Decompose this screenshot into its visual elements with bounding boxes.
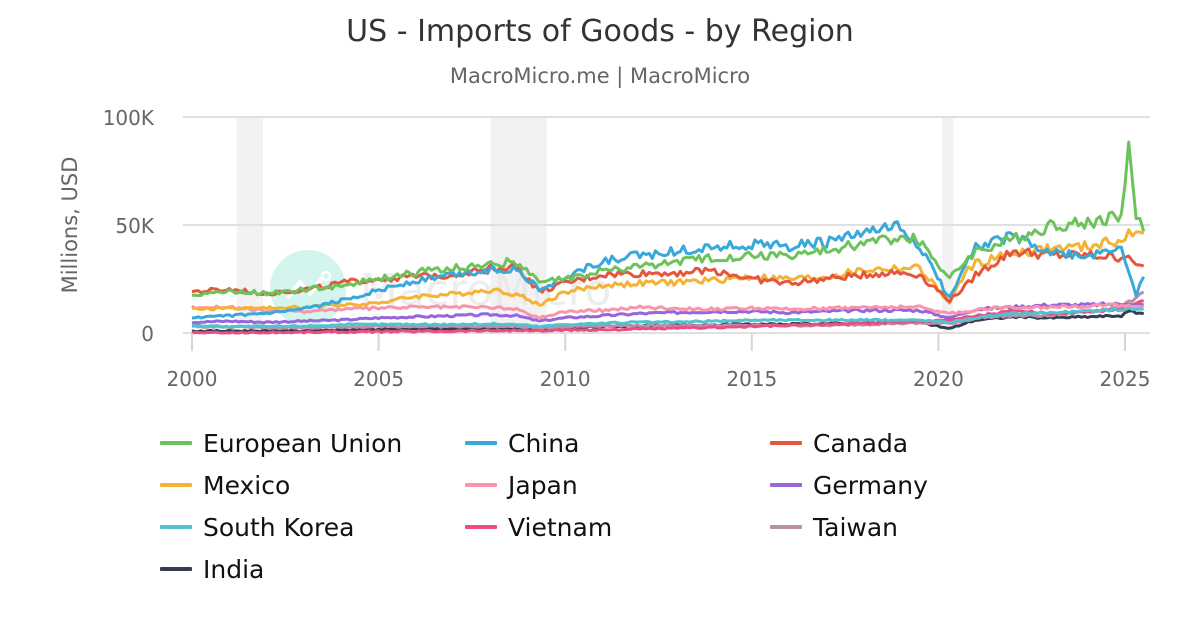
legend-label: Mexico (203, 470, 291, 500)
x-tick-label: 2000 (167, 367, 218, 391)
legend-item-taiwan[interactable]: Taiwan (770, 510, 898, 544)
legend-line-icon (160, 483, 192, 487)
legend-item-canada[interactable]: Canada (770, 426, 908, 460)
x-tick-label: 2005 (353, 367, 404, 391)
legend-line-icon (770, 525, 802, 529)
legend-line-icon (770, 441, 802, 445)
series-line-european-union[interactable] (191, 140, 1146, 297)
y-tick-label: 0 (141, 322, 154, 346)
legend-item-vietnam[interactable]: Vietnam (465, 510, 612, 544)
series-lines (191, 140, 1146, 335)
legend-label: European Union (203, 428, 403, 458)
legend-label: Germany (813, 470, 928, 500)
legend-line-icon (160, 441, 192, 445)
y-axis-label: Millions, USD (58, 157, 82, 294)
legend-label: Taiwan (813, 512, 899, 542)
legend-item-european-union[interactable]: European Union (160, 426, 402, 460)
axes: 0 50K 100K 2000 2005 2010 2015 2020 2025 (103, 106, 1151, 391)
legend-label: South Korea (203, 512, 355, 542)
legend-line-icon (160, 525, 192, 529)
legend-item-china[interactable]: China (465, 426, 579, 460)
chart-title: US - Imports of Goods - by Region (346, 14, 854, 49)
legend-item-mexico[interactable]: Mexico (160, 468, 290, 502)
chart-subtitle: MacroMicro.me | MacroMicro (449, 64, 751, 88)
legend-item-germany[interactable]: Germany (770, 468, 928, 502)
series-line-japan[interactable] (191, 302, 1144, 321)
series-line-south-korea[interactable] (191, 306, 1144, 329)
series-line-canada[interactable] (191, 247, 1145, 304)
legend-item-japan[interactable]: Japan (465, 468, 578, 502)
y-tick-label: 50K (115, 214, 154, 238)
legend-item-india[interactable]: India (160, 552, 264, 586)
legend-label: China (508, 428, 580, 458)
x-tick-label: 2020 (913, 367, 964, 391)
legend-line-icon (160, 567, 192, 571)
legend-label: Japan (508, 470, 578, 500)
legend-item-south-korea[interactable]: South Korea (160, 510, 354, 544)
legend-line-icon (770, 483, 802, 487)
series-line-mexico[interactable] (191, 228, 1145, 312)
x-tick-label: 2025 (1100, 367, 1151, 391)
legend-label: Canada (813, 428, 909, 458)
legend-label: Vietnam (508, 512, 613, 542)
y-tick-label: 100K (103, 106, 155, 130)
x-tick-label: 2015 (726, 367, 777, 391)
series-line-china[interactable] (191, 220, 1146, 320)
legend-line-icon (465, 441, 497, 445)
legend-label: India (203, 554, 265, 584)
legend-line-icon (465, 483, 497, 487)
x-tick-label: 2010 (540, 367, 591, 391)
legend-line-icon (465, 525, 497, 529)
